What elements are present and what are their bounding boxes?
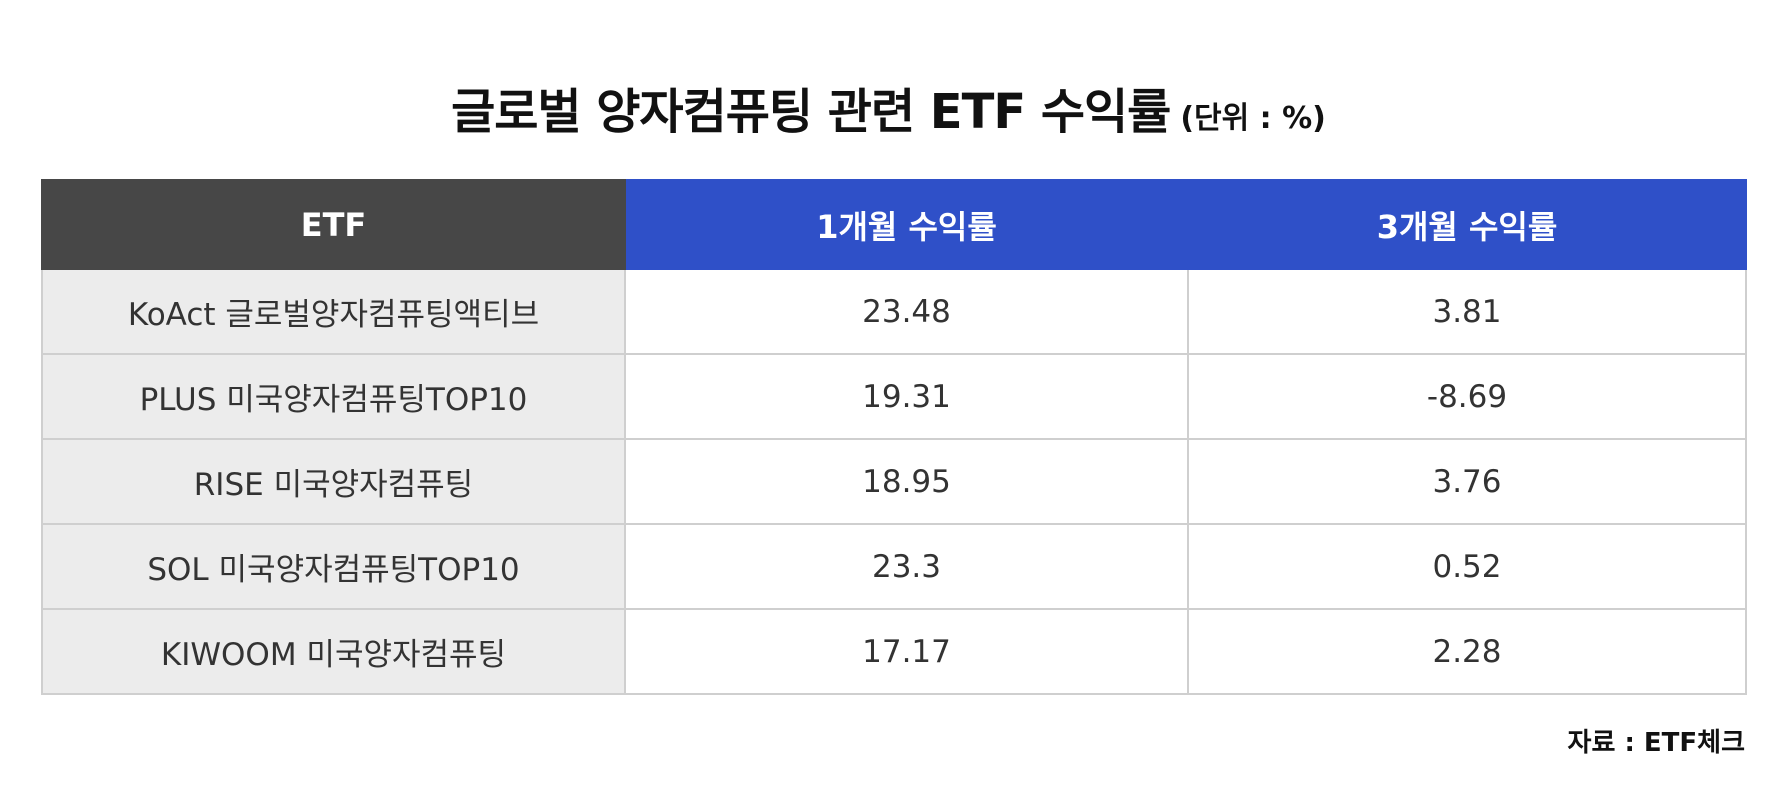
table-body: KoAct 글로벌양자컴퓨팅액티브 23.48 3.81 PLUS 미국양자컴퓨팅TO… — [41, 268, 1747, 695]
column-header: 1개월 수익률 — [624, 179, 1189, 270]
return-cell: 2.28 — [1187, 608, 1747, 695]
return-cell: 3.81 — [1187, 268, 1747, 355]
table-row: SOL 미국양자컴퓨팅TOP10 23.3 0.52 — [41, 523, 1747, 610]
return-cell: 3.76 — [1187, 438, 1747, 525]
table-row: PLUS 미국양자컴퓨팅TOP10 19.31 -8.69 — [41, 353, 1747, 440]
table-row: KoAct 글로벌양자컴퓨팅액티브 23.48 3.81 — [41, 268, 1747, 355]
title: 글로벌 양자컴퓨팅 관련 ETF 수익률 — [451, 84, 1171, 140]
return-cell: 0.52 — [1187, 523, 1747, 610]
return-cell: 19.31 — [624, 353, 1189, 440]
return-cell: 18.95 — [624, 438, 1189, 525]
return-cell: 17.17 — [624, 608, 1189, 695]
column-header: ETF — [41, 179, 626, 270]
title-block: 글로벌 양자컴퓨팅 관련 ETF 수익률 (단위 : %) — [0, 72, 1777, 142]
header-row: ETF 1개월 수익률 3개월 수익률 — [41, 179, 1747, 270]
source: 자료 : ETF체크 — [1567, 728, 1745, 758]
etf-name: RISE 미국양자컴퓨팅 — [41, 438, 626, 525]
etf-name: PLUS 미국양자컴퓨팅TOP10 — [41, 353, 626, 440]
return-cell: -8.69 — [1187, 353, 1747, 440]
table-row: RISE 미국양자컴퓨팅 18.95 3.76 — [41, 438, 1747, 525]
etf-name: KoAct 글로벌양자컴퓨팅액티브 — [41, 268, 626, 355]
etf-name: KIWOOM 미국양자컴퓨팅 — [41, 608, 626, 695]
column-header: 3개월 수익률 — [1187, 179, 1747, 270]
return-cell: 23.3 — [624, 523, 1189, 610]
return-cell: 23.48 — [624, 268, 1189, 355]
table-row: KIWOOM 미국양자컴퓨팅 17.17 2.28 — [41, 608, 1747, 695]
etf-name: SOL 미국양자컴퓨팅TOP10 — [41, 523, 626, 610]
etf-table: ETF 1개월 수익률 3개월 수익률 KoAct 글로벌양자컴퓨팅액티브 23.48… — [41, 179, 1747, 695]
unit-note: (단위 : %) — [1180, 101, 1326, 136]
